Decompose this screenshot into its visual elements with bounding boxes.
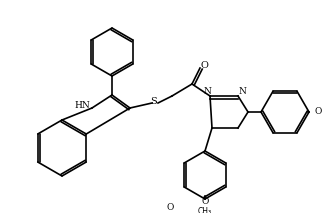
Text: O: O [314,108,322,117]
Text: O: O [200,62,208,71]
Text: O: O [166,203,174,212]
Text: N: N [238,88,246,96]
Text: CH₃: CH₃ [198,207,212,213]
Text: HN: HN [74,101,90,109]
Text: N: N [203,86,211,95]
Text: S: S [151,96,157,105]
Text: O: O [201,197,209,206]
